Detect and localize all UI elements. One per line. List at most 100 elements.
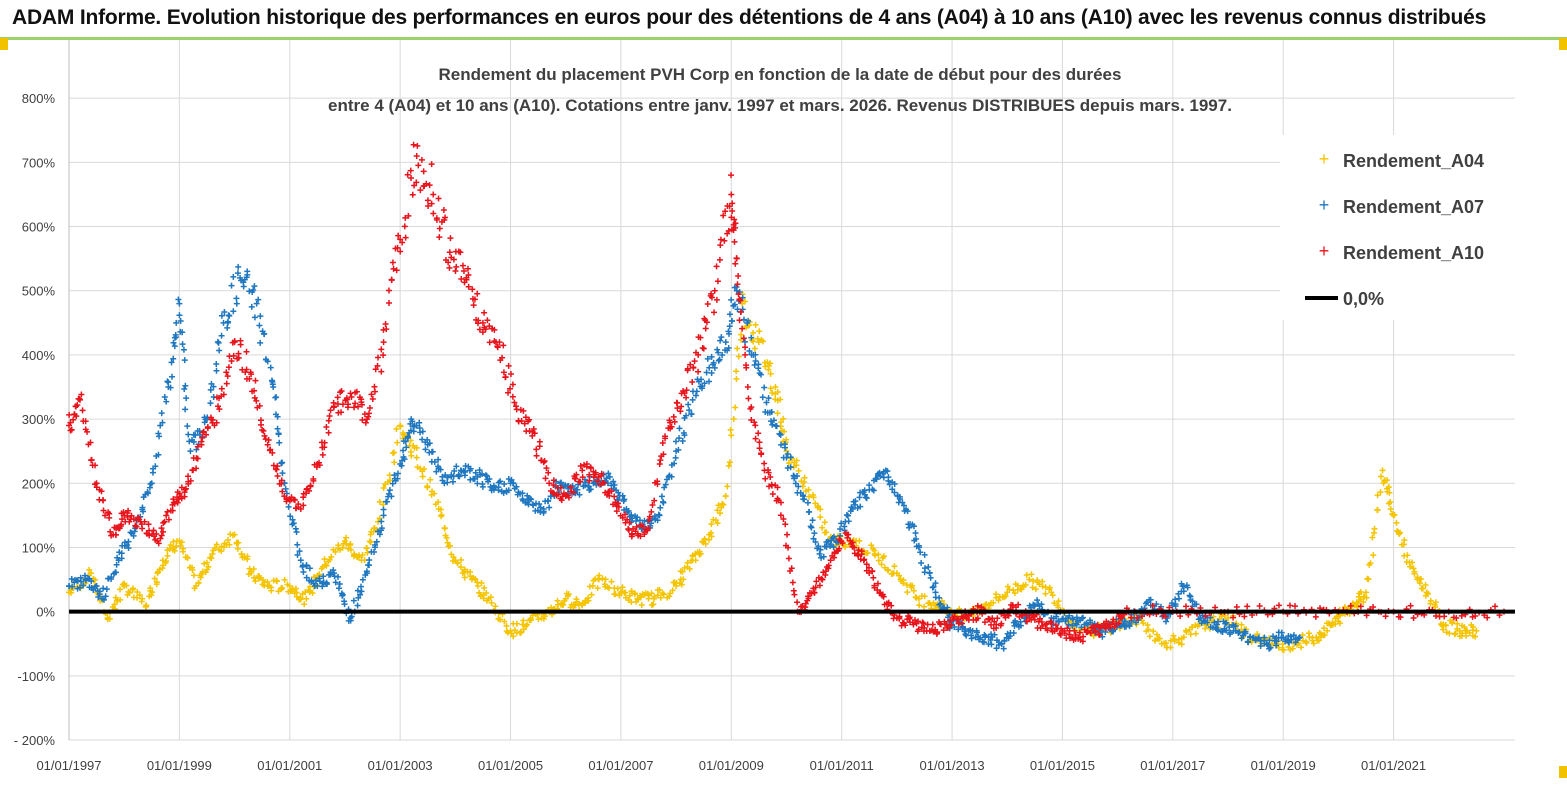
- point-Rendement_A07: [987, 637, 994, 644]
- point-Rendement_A10: [385, 287, 392, 294]
- point-Rendement_A07: [852, 501, 859, 508]
- point-Rendement_A07: [968, 635, 975, 642]
- point-Rendement_A04: [1046, 584, 1053, 591]
- point-Rendement_A07: [861, 491, 868, 498]
- point-Rendement_A04: [203, 559, 210, 566]
- point-Rendement_A07: [170, 339, 177, 346]
- point-Rendement_A07: [334, 573, 341, 580]
- point-Rendement_A04: [1140, 620, 1147, 627]
- point-Rendement_A10: [827, 557, 834, 564]
- point-Rendement_A07: [76, 584, 83, 591]
- point-Rendement_A07: [364, 570, 371, 577]
- point-Rendement_A10: [358, 399, 365, 406]
- point-Rendement_A04: [478, 579, 485, 586]
- point-Rendement_A04: [793, 462, 800, 469]
- y-tick-label: 300%: [22, 412, 56, 427]
- point-Rendement_A07: [354, 602, 361, 609]
- point-Rendement_A07: [228, 282, 235, 289]
- point-Rendement_A10: [784, 531, 791, 538]
- point-Rendement_A04: [1393, 519, 1400, 526]
- point-Rendement_A07: [130, 532, 137, 539]
- point-Rendement_A07: [290, 520, 297, 527]
- point-Rendement_A10: [132, 522, 139, 529]
- point-Rendement_A04: [656, 586, 663, 593]
- point-Rendement_A10: [912, 617, 919, 624]
- point-Rendement_A04: [301, 601, 308, 608]
- point-Rendement_A10: [1030, 613, 1037, 620]
- point-Rendement_A04: [321, 556, 328, 563]
- point-Rendement_A07: [366, 562, 373, 569]
- point-Rendement_A07: [1263, 640, 1270, 647]
- legend-marker-a07: +: [1319, 195, 1330, 215]
- point-Rendement_A04: [875, 557, 882, 564]
- point-Rendement_A07: [1069, 622, 1076, 629]
- point-Rendement_A04: [1440, 626, 1447, 633]
- point-Rendement_A07: [171, 343, 178, 350]
- point-Rendement_A10: [325, 429, 332, 436]
- point-Rendement_A10: [713, 296, 720, 303]
- point-Rendement_A07: [348, 613, 355, 620]
- point-Rendement_A04: [1289, 645, 1296, 652]
- point-Rendement_A07: [1219, 629, 1226, 636]
- point-Rendement_A04: [594, 585, 601, 592]
- point-Rendement_A07: [620, 497, 627, 504]
- point-Rendement_A10: [1128, 614, 1135, 621]
- point-Rendement_A07: [1163, 618, 1169, 625]
- point-Rendement_A04: [1411, 570, 1418, 577]
- point-Rendement_A10: [729, 200, 736, 207]
- point-Rendement_A07: [255, 296, 262, 303]
- point-Rendement_A10: [327, 407, 334, 414]
- point-Rendement_A10: [888, 602, 895, 609]
- point-Rendement_A10: [1407, 602, 1414, 609]
- point-Rendement_A07: [951, 624, 958, 631]
- point-Rendement_A04: [234, 545, 241, 552]
- point-Rendement_A07: [410, 428, 417, 435]
- point-Rendement_A10: [182, 485, 189, 492]
- point-Rendement_A04: [427, 476, 434, 483]
- point-Rendement_A04: [527, 615, 534, 622]
- point-Rendement_A04: [1315, 637, 1322, 644]
- point-Rendement_A10: [657, 457, 664, 464]
- point-Rendement_A10: [742, 351, 749, 358]
- point-Rendement_A10: [397, 236, 404, 243]
- x-tick-label: 01/01/2007: [588, 758, 653, 773]
- point-Rendement_A07: [910, 523, 917, 530]
- point-Rendement_A07: [113, 561, 120, 568]
- point-Rendement_A04: [446, 542, 453, 549]
- point-Rendement_A04: [1178, 641, 1185, 648]
- point-Rendement_A10: [163, 512, 170, 519]
- point-Rendement_A10: [307, 483, 314, 490]
- point-Rendement_A07: [1227, 629, 1234, 636]
- chart-title-line2: entre 4 (A04) et 10 ans (A10). Cotations…: [328, 96, 1232, 115]
- point-Rendement_A10: [310, 477, 317, 484]
- point-Rendement_A04: [1170, 632, 1177, 639]
- point-Rendement_A07: [472, 469, 479, 476]
- point-Rendement_A07: [173, 319, 180, 326]
- chart-title-line1: Rendement du placement PVH Corp en fonct…: [439, 65, 1122, 84]
- point-Rendement_A04: [669, 587, 676, 594]
- point-Rendement_A10: [300, 502, 307, 509]
- point-Rendement_A04: [393, 425, 400, 432]
- point-Rendement_A07: [386, 487, 393, 494]
- point-Rendement_A10: [150, 527, 157, 534]
- point-Rendement_A07: [102, 593, 109, 600]
- point-Rendement_A10: [761, 460, 768, 467]
- point-Rendement_A07: [467, 465, 474, 472]
- point-Rendement_A10: [700, 345, 707, 352]
- point-Rendement_A10: [902, 622, 909, 629]
- point-Rendement_A07: [777, 431, 784, 438]
- point-Rendement_A04: [916, 602, 923, 609]
- point-Rendement_A07: [278, 459, 285, 466]
- point-Rendement_A04: [821, 519, 828, 526]
- point-Rendement_A10: [543, 465, 550, 472]
- point-Rendement_A10: [567, 484, 574, 491]
- point-Rendement_A10: [865, 564, 872, 571]
- point-Rendement_A07: [429, 448, 436, 455]
- point-Rendement_A04: [510, 633, 517, 640]
- point-Rendement_A10: [619, 514, 626, 521]
- point-Rendement_A04: [921, 603, 928, 610]
- point-Rendement_A04: [438, 513, 445, 520]
- point-Rendement_A10: [915, 626, 922, 633]
- point-Rendement_A04: [250, 565, 257, 572]
- point-Rendement_A10: [678, 403, 685, 410]
